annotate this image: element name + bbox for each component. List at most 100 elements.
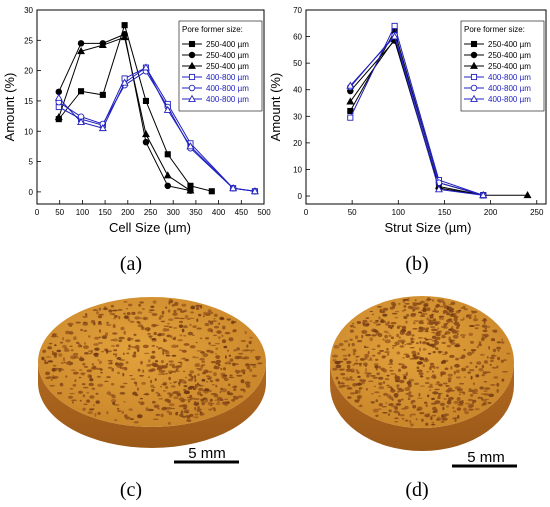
pore (384, 378, 390, 381)
pore (133, 333, 137, 336)
pore (95, 400, 100, 404)
pore (437, 330, 443, 333)
pore (187, 399, 192, 401)
pore (190, 305, 196, 310)
pore (57, 392, 63, 395)
pore (95, 392, 99, 395)
pore (392, 347, 395, 349)
pore (152, 401, 157, 403)
pore (197, 368, 203, 371)
pore (351, 342, 355, 347)
pore (98, 307, 102, 311)
pore (201, 378, 206, 382)
pore (366, 373, 370, 378)
pore (162, 351, 165, 355)
pore (434, 307, 437, 312)
pore (52, 375, 55, 378)
pore (355, 335, 359, 340)
pore (371, 354, 376, 357)
series-1 (55, 22, 215, 195)
pore (474, 408, 480, 411)
legend-title: Pore former size: (182, 25, 243, 34)
pore (464, 410, 469, 415)
legend-item: 250-400 µm (464, 61, 531, 71)
pore (402, 357, 405, 359)
pore (127, 348, 131, 350)
sample-top-surface (38, 297, 266, 427)
pore (456, 332, 459, 336)
pore (93, 352, 99, 356)
pore (458, 393, 461, 396)
pore (68, 395, 73, 399)
pore (123, 401, 126, 403)
pore (208, 408, 213, 411)
legend-item: 400-800 µm (182, 94, 249, 104)
pore (382, 313, 388, 317)
pore (82, 386, 89, 389)
pore (426, 307, 431, 312)
pore (350, 379, 355, 381)
x-tick-label: 0 (304, 208, 309, 217)
pore (80, 372, 86, 375)
pore (375, 399, 379, 403)
pore (205, 337, 210, 340)
data-point (186, 186, 195, 194)
pore (63, 361, 66, 364)
pore (93, 343, 99, 346)
pore (210, 344, 217, 346)
pore (142, 369, 145, 373)
pore (358, 362, 363, 365)
pore (54, 367, 58, 371)
pore (441, 334, 446, 339)
pore (422, 348, 427, 351)
pore (123, 312, 126, 315)
pore (151, 313, 158, 316)
pore (106, 391, 112, 395)
pore (453, 313, 457, 317)
pore (408, 394, 414, 398)
data-point (120, 33, 129, 41)
pore (422, 341, 427, 344)
pore (121, 410, 125, 414)
pore (419, 375, 424, 378)
data-point (346, 81, 355, 89)
pore (248, 340, 252, 345)
pore (384, 339, 391, 344)
pore (432, 351, 436, 354)
pore (496, 341, 502, 344)
pore (219, 391, 222, 393)
pore (434, 388, 440, 391)
pore (139, 374, 144, 377)
pore (225, 355, 227, 359)
pore (467, 398, 474, 402)
pore (488, 346, 490, 350)
pore (41, 356, 45, 361)
data-point (390, 32, 399, 40)
series-group (346, 22, 532, 199)
pore (161, 366, 167, 369)
pore (192, 388, 197, 390)
pore (431, 335, 437, 339)
pore (398, 363, 402, 366)
pore (179, 310, 185, 313)
pore (249, 368, 253, 372)
pore (151, 323, 157, 328)
pore (481, 374, 485, 377)
pore (226, 391, 233, 395)
pore (250, 349, 253, 353)
pore (427, 352, 432, 355)
pore (400, 398, 404, 401)
pore (122, 352, 125, 356)
pore (483, 393, 490, 396)
pore (425, 338, 429, 341)
y-tick-label: 25 (24, 36, 33, 45)
pore (185, 411, 190, 414)
pore (151, 344, 156, 347)
pore (180, 400, 185, 403)
pore (352, 348, 356, 353)
pore (157, 347, 160, 350)
pore (373, 330, 379, 333)
pore (466, 314, 473, 316)
pore (107, 366, 112, 369)
